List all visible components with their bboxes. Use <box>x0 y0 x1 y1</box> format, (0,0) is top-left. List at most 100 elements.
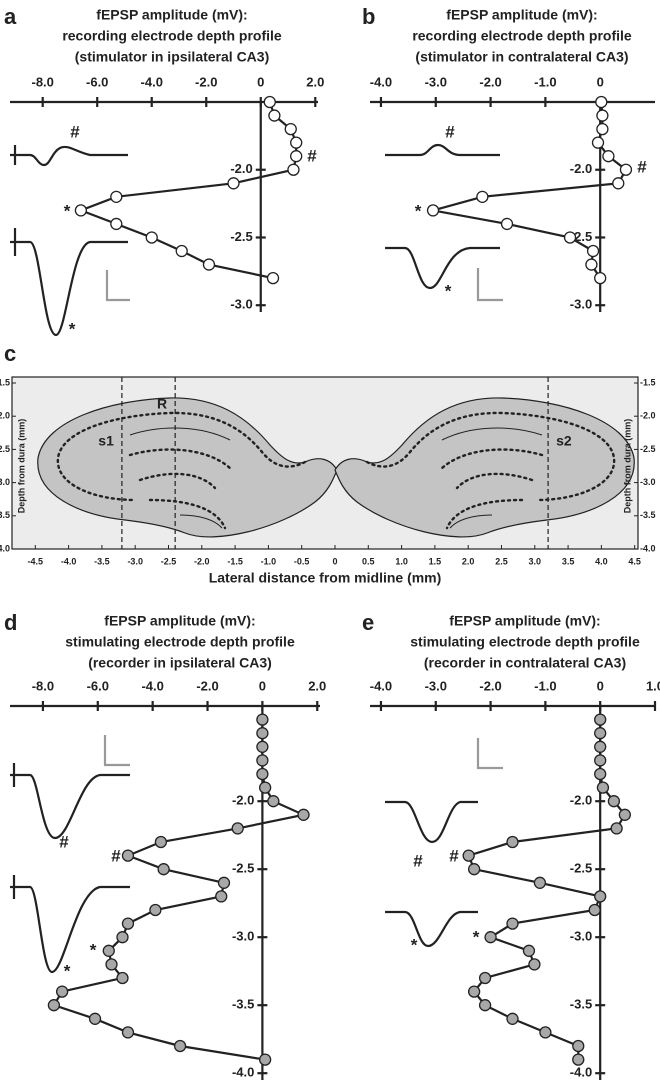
x-tick-label: 1.0 <box>646 678 660 693</box>
data-point <box>102 944 115 957</box>
x-tick-label: -3.0 <box>425 678 447 693</box>
data-point <box>594 890 607 903</box>
x-tick-label: 3.0 <box>529 556 542 566</box>
annotation: # <box>413 851 423 870</box>
x-tick-label: -6.0 <box>86 74 108 89</box>
data-point <box>263 95 276 109</box>
data-point <box>467 863 481 876</box>
slice-outline <box>449 514 493 529</box>
data-point <box>476 190 489 203</box>
data-point <box>256 727 269 740</box>
chart-title: stimulating electrode depth profile <box>65 634 295 650</box>
y-tick-label: -1.5 <box>0 377 10 387</box>
chart-title: (stimulator in contralateral CA3) <box>415 49 628 65</box>
x-tick-label: -4.0 <box>61 556 77 566</box>
x-tick-label: 4.0 <box>595 556 608 566</box>
x-tick-label: -2.0 <box>195 74 217 89</box>
y-tick-label: -4.0 <box>0 543 10 553</box>
data-point <box>596 109 609 122</box>
data-point <box>478 971 492 985</box>
chart-title: fEPSP amplitude (mV): <box>449 613 600 629</box>
x-tick-label: -1.5 <box>227 556 243 566</box>
y-tick-label: -3.5 <box>570 997 592 1012</box>
data-point <box>594 713 607 726</box>
data-point <box>267 795 280 808</box>
data-point <box>175 244 188 258</box>
x-tick-label: -0.5 <box>294 556 310 566</box>
annotation: * <box>90 940 97 959</box>
data-point <box>284 122 297 136</box>
annotation: * <box>473 927 480 946</box>
data-point <box>110 217 123 231</box>
y-tick-label: -2.5 <box>232 861 254 876</box>
data-point <box>533 876 547 889</box>
x-tick-label: -4.5 <box>28 556 44 566</box>
data-point <box>105 958 118 971</box>
data-point <box>287 163 300 176</box>
x-tick-label: -2.5 <box>161 556 177 566</box>
annotation: * <box>69 319 76 338</box>
x-tick-label: -1.0 <box>534 74 556 89</box>
data-point <box>594 740 607 753</box>
y-tick-label: -2.0 <box>570 161 592 176</box>
x-tick-label: 0 <box>597 74 604 89</box>
x-tick-label: 0 <box>259 678 266 693</box>
traces-e <box>385 738 503 948</box>
hemisphere <box>37 397 338 538</box>
data-point <box>217 876 231 889</box>
data-point <box>88 1012 102 1025</box>
y-tick-label: -3.5 <box>0 510 10 520</box>
chart-title: recording electrode depth profile <box>412 28 632 44</box>
slice-outline <box>455 472 534 490</box>
data-point <box>121 1026 135 1039</box>
y-axis-label: Depth from dura (mm) <box>622 419 632 514</box>
electrode-label: s1 <box>98 433 114 449</box>
x-tick-label: 2.5 <box>495 556 508 566</box>
electrode-label: R <box>157 396 167 412</box>
x-tick-label: -6.0 <box>87 678 109 693</box>
x-tick-label: 0 <box>257 74 264 89</box>
x-tick-label: -8.0 <box>32 74 54 89</box>
y-tick-label: -3.0 <box>570 929 592 944</box>
data-point <box>121 917 135 930</box>
y-tick-label: -4.0 <box>232 1065 254 1080</box>
annotation: # <box>445 122 455 141</box>
chart-title: fEPSP amplitude (mV): <box>104 613 255 629</box>
data-point <box>149 903 162 917</box>
data-point <box>110 190 123 203</box>
chart-title: (recorder in ipsilateral CA3) <box>88 655 272 671</box>
annotation: * <box>445 281 452 300</box>
data-point <box>588 903 601 917</box>
data-point <box>594 767 607 781</box>
data-point <box>258 781 272 794</box>
data-point <box>121 849 135 862</box>
x-tick-label: -3.0 <box>425 74 447 89</box>
y-tick-label: -2.0 <box>570 793 592 808</box>
y-tick-label: -2.0 <box>640 411 656 421</box>
slice-outline <box>129 427 231 441</box>
x-tick-label: -8.0 <box>32 678 54 693</box>
annotation: * <box>64 961 71 980</box>
data-point <box>256 767 269 781</box>
slice-outline <box>148 498 227 530</box>
data-point <box>506 1012 519 1025</box>
data-point <box>297 808 310 821</box>
annotation: # <box>307 146 317 165</box>
x-tick-label: -1.0 <box>261 556 277 566</box>
annotation: # <box>111 846 121 865</box>
y-tick-label: -2.0 <box>230 161 252 176</box>
y-tick-label: -2.5 <box>0 444 10 454</box>
data-point <box>594 271 607 285</box>
slice-outline <box>441 427 543 441</box>
annotation: # <box>59 832 69 851</box>
traces-d <box>10 735 130 974</box>
y-tick-label: -2.0 <box>232 793 254 808</box>
annotation: # <box>449 846 459 865</box>
panel-letter: e <box>362 610 374 635</box>
data-point <box>595 95 608 109</box>
data-point <box>290 136 303 149</box>
panel: fEPSP amplitude (mV): recording electrode… <box>4 4 324 339</box>
x-tick-label: -1.0 <box>534 678 556 693</box>
x-tick-label: -2.0 <box>479 678 501 693</box>
